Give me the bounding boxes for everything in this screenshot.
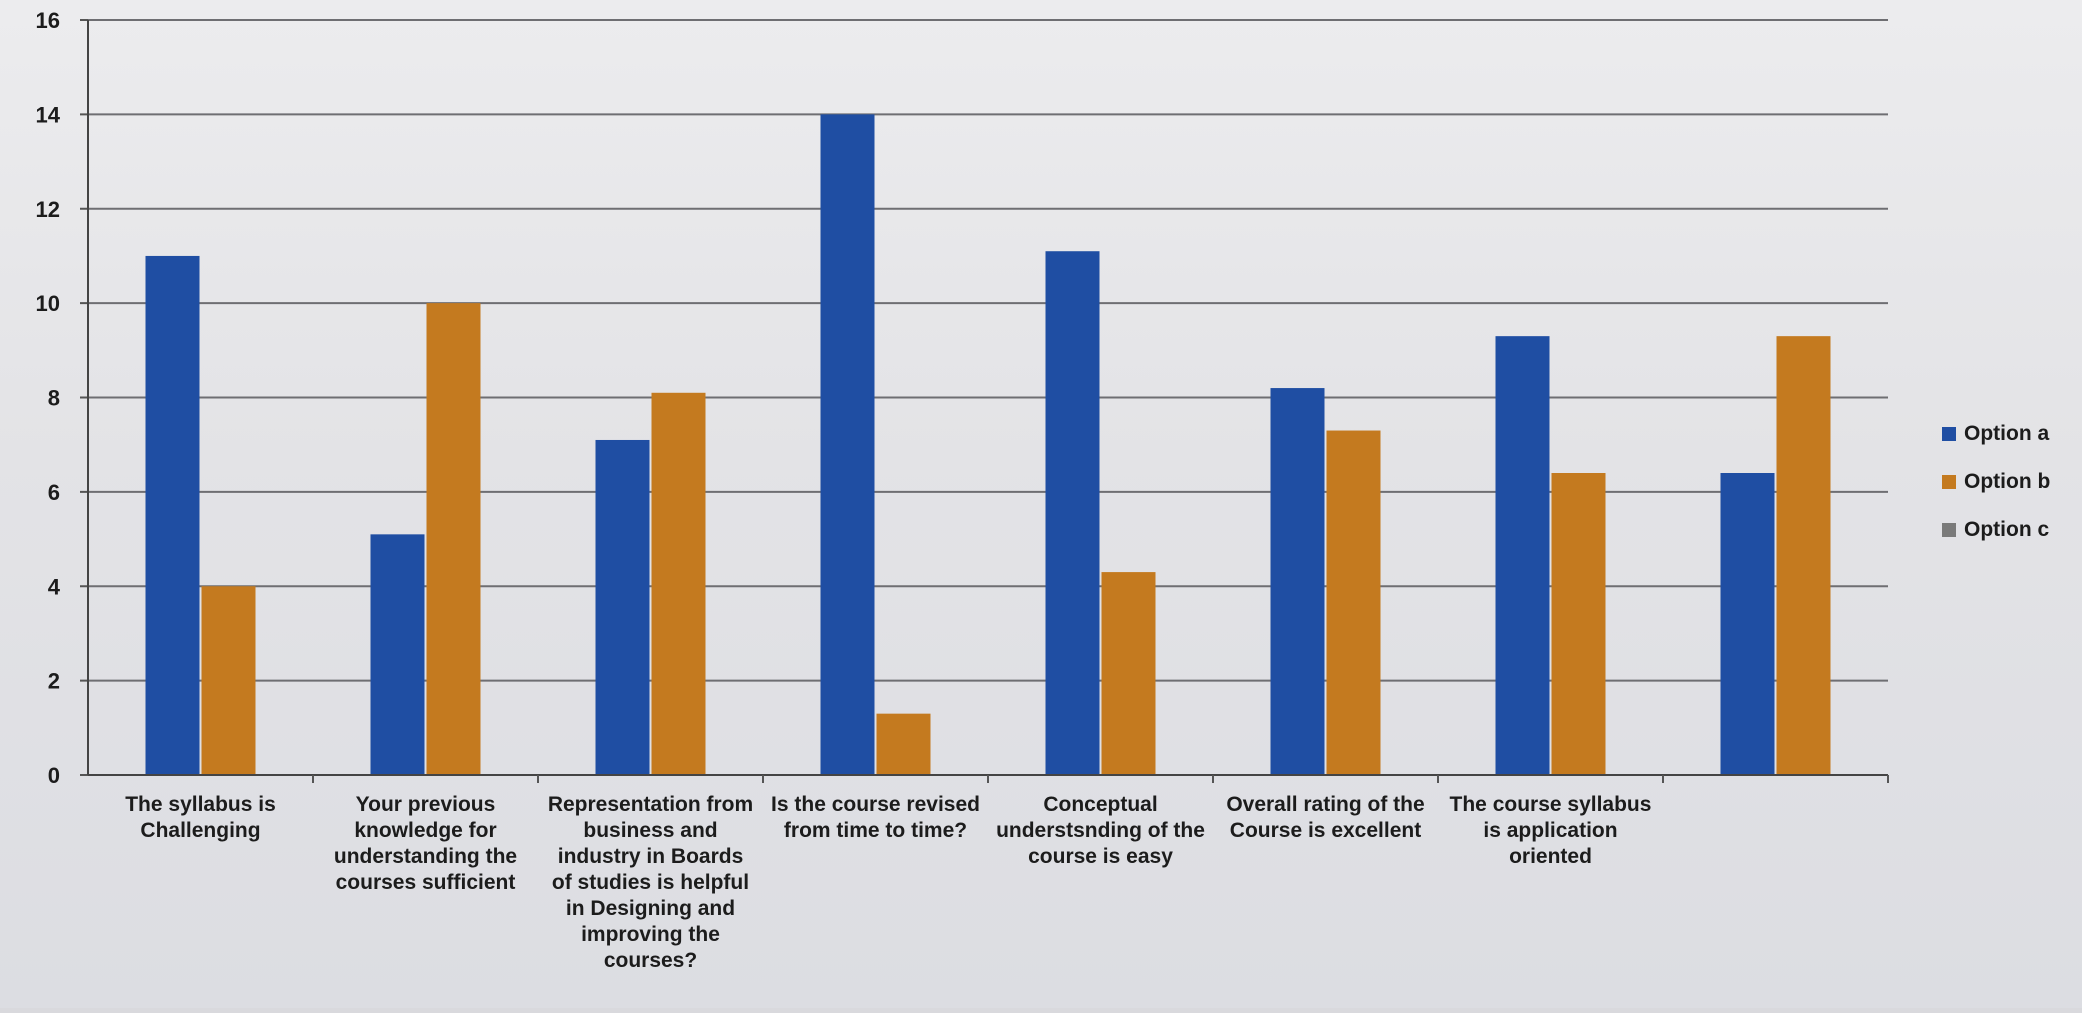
gridlines (88, 19, 1888, 682)
legend-label: Option b (1964, 470, 2050, 493)
category-label-line: industry in Boards (558, 845, 744, 868)
category-label-line: Challenging (140, 819, 260, 842)
bar-option-b (1101, 572, 1156, 775)
category-label-line: business and (583, 819, 717, 842)
bar-option-b (876, 713, 931, 775)
bar-option-b (1776, 336, 1831, 775)
category-label: Conceptual understsnding of the course is … (996, 793, 1205, 868)
category-label: The course syllabus is application oriente… (1450, 793, 1652, 868)
bar-option-b (201, 586, 256, 775)
y-tick-label: 16 (36, 8, 60, 33)
category-label-line: oriented (1509, 845, 1592, 868)
category-label-line: The syllabus is (125, 793, 276, 816)
axes (87, 20, 1889, 783)
category-label-line: courses? (604, 949, 697, 972)
category-label: Representation from business and industry … (548, 793, 753, 972)
bar-option-a (1495, 336, 1550, 775)
category-label-line: Conceptual (1043, 793, 1157, 816)
bar-option-b (426, 303, 481, 775)
legend: Option a Option b Option c (1942, 422, 2050, 541)
bar-option-b (1326, 430, 1381, 775)
category-label-line: Overall rating of the (1226, 793, 1424, 816)
category-label-line: Representation from (548, 793, 753, 816)
legend-swatch (1942, 523, 1956, 537)
category-label-line: is application (1483, 819, 1617, 842)
bar-option-a (145, 255, 200, 775)
category-label-line: improving the (581, 923, 720, 946)
category-label-line: understsnding of the (996, 819, 1205, 842)
y-tick-label: 14 (36, 102, 61, 127)
bars (145, 114, 1831, 775)
legend-label: Option a (1964, 422, 2049, 445)
category-label-line: Is the course revised (771, 793, 980, 816)
category-label-line: knowledge for (354, 819, 496, 842)
legend-label: Option c (1964, 518, 2049, 541)
category-label-line: Your previous (356, 793, 496, 816)
category-label-line: in Designing and (566, 897, 735, 920)
y-tick-label: 10 (36, 291, 60, 316)
category-labels: The syllabus is Challenging Your previous k… (125, 793, 1651, 972)
category-label-line: from time to time? (784, 819, 967, 842)
y-tick-label: 4 (48, 574, 61, 599)
category-label-line: courses sufficient (336, 871, 516, 894)
category-label-line: of studies is helpful (552, 871, 749, 894)
category-label-line: course is easy (1028, 845, 1173, 868)
bar-option-a (595, 439, 650, 775)
legend-swatch (1942, 427, 1956, 441)
y-tick-label: 6 (48, 480, 60, 505)
bar-option-a (1270, 388, 1325, 775)
y-axis-ticks: 0 2 4 6 8 10 12 14 16 (36, 8, 88, 788)
bar-option-a (820, 114, 875, 775)
category-label: Overall rating of the Course is excellent (1226, 793, 1424, 842)
category-label: The syllabus is Challenging (125, 793, 276, 842)
legend-swatch (1942, 475, 1956, 489)
category-label-line: The course syllabus (1450, 793, 1652, 816)
category-label: Is the course revised from time to time? (771, 793, 980, 842)
y-tick-label: 2 (48, 669, 60, 694)
bar-option-a (1720, 473, 1775, 775)
bar-option-a (370, 534, 425, 775)
category-label: Your previous knowledge for understanding … (334, 793, 517, 894)
y-tick-label: 12 (36, 197, 60, 222)
category-label-line: understanding the (334, 845, 517, 868)
y-tick-label: 0 (48, 763, 60, 788)
bar-option-b (1551, 473, 1606, 775)
bar-option-b (651, 392, 706, 775)
category-label-line: Course is excellent (1230, 819, 1421, 842)
y-tick-label: 8 (48, 386, 60, 411)
bar-option-a (1045, 251, 1100, 775)
